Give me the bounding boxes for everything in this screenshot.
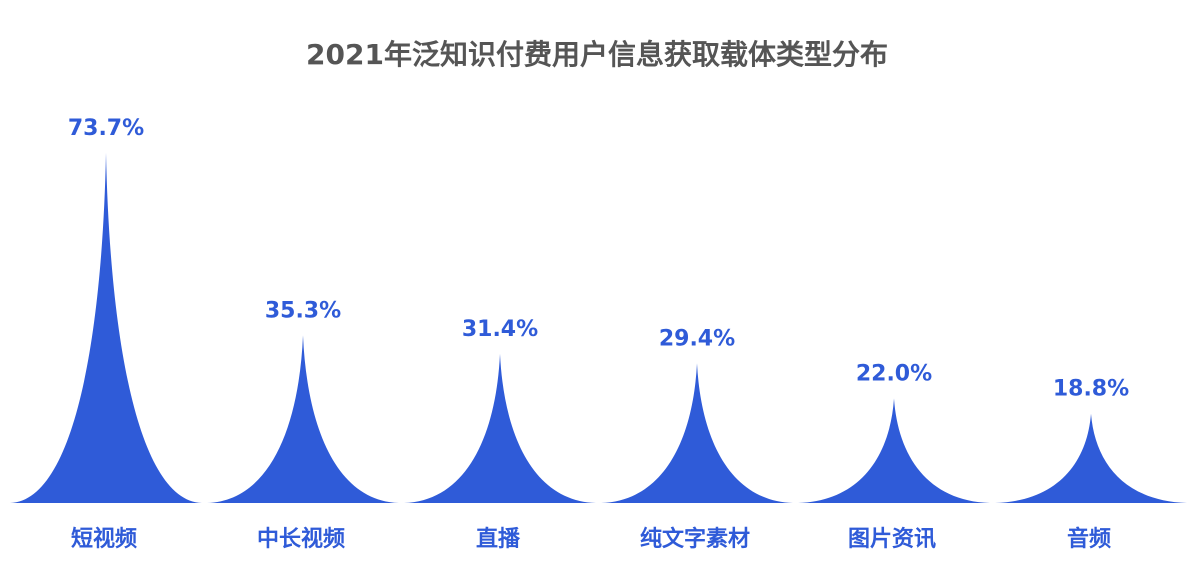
value-label-5: 22.0% <box>856 362 932 387</box>
chart-title: 2021年泛知识付费用户信息获取载体类型分布 <box>306 38 888 71</box>
value-labels: 73.7% 35.3% 31.4% 29.4% 22.0% 18.8% <box>68 116 1129 402</box>
category-label-3: 直播 <box>476 526 521 552</box>
spike-bar-3 <box>404 353 596 503</box>
category-label-5: 图片资讯 <box>848 527 936 552</box>
value-label-6: 18.8% <box>1053 377 1129 402</box>
chart-marks <box>10 152 1187 504</box>
category-labels: 短视频 中长视频 直播 纯文字素材 图片资讯 音频 <box>71 526 1111 552</box>
spike-bar-4 <box>601 363 793 503</box>
spike-bar-5 <box>798 398 990 503</box>
category-label-4: 纯文字素材 <box>640 526 750 552</box>
spike-bar-2 <box>207 335 399 503</box>
spike-bar-1 <box>10 152 202 504</box>
category-label-1: 短视频 <box>71 526 137 552</box>
category-label-6: 音频 <box>1067 526 1111 552</box>
value-label-3: 31.4% <box>462 317 538 342</box>
value-label-4: 29.4% <box>659 326 735 351</box>
value-label-2: 35.3% <box>265 298 341 323</box>
spike-bar-6 <box>995 413 1187 503</box>
value-label-1: 73.7% <box>68 116 144 141</box>
category-label-2: 中长视频 <box>257 526 345 552</box>
